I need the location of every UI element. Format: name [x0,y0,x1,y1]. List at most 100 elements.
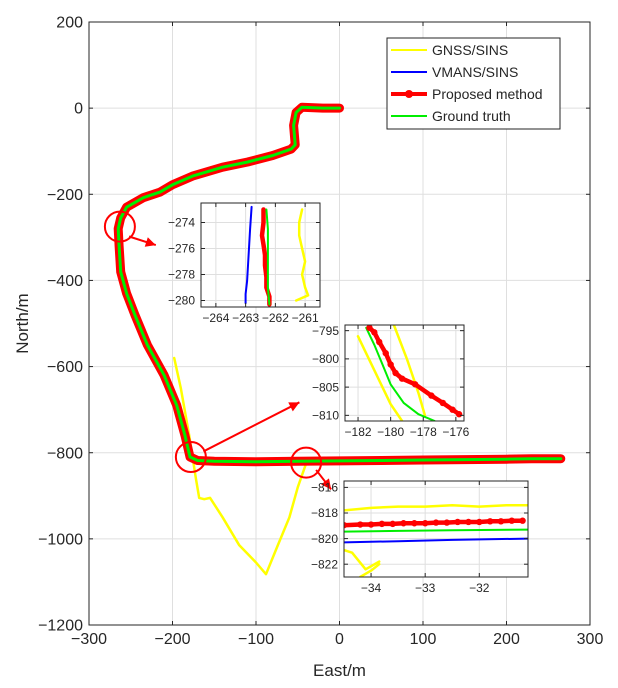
series-point-proposed-method [497,518,505,525]
y-tick-label: −1000 [38,531,83,548]
series-point-proposed-method [449,406,456,413]
series-line-vmans-sins [344,537,528,544]
y-tick-label: −278 [168,268,195,282]
plot-background [201,203,320,307]
series-point-proposed-method [519,517,526,524]
y-tick-label: −800 [47,445,83,462]
x-tick-label: 0 [335,631,344,648]
series-point-proposed-method [371,329,378,336]
y-tick-label: −800 [312,352,339,366]
legend-label-ground-truth: Ground truth [432,108,511,124]
series-line-ground-truth [116,105,563,464]
series-line-gnss-sins [356,335,404,421]
plot-area [356,325,463,421]
main-plot: −300 −200 −100 0 100 200 3002000−200−400−600−8… [13,15,603,680]
series-point-proposed-method [454,518,461,526]
y-axis-label: North/m [13,293,32,353]
x-tick-label: −300 [71,631,107,648]
series-point-proposed-method [357,521,364,528]
series-point-proposed-method [486,518,494,525]
x-tick-label: −263 [232,311,259,325]
highlight-circle [290,446,323,479]
y-tick-label: −810 [312,409,339,423]
highlight-circle [174,441,207,474]
y-tick-label: −805 [312,380,339,394]
x-tick-label: −176 [442,425,469,439]
series-point-proposed-method [387,361,394,368]
y-tick-label: −818 [311,506,338,520]
series-line-gnss-sins [344,504,528,512]
x-tick-label: −100 [238,631,274,648]
x-tick-label: −182 [345,425,372,439]
x-tick-label: −32 [469,581,490,595]
axes-frame [344,324,465,422]
series-point-proposed-method [476,518,483,526]
series-point-proposed-method [389,520,396,528]
x-tick-label: −34 [361,581,382,595]
plot-area [344,504,528,577]
x-tick-label: 100 [410,631,437,648]
x-tick-label: 200 [493,631,520,648]
y-tick-label: −200 [47,187,83,204]
x-tick-label: 300 [577,631,604,648]
legend-label-vmans-sins: VMANS/SINS [432,64,518,80]
y-tick-label: −822 [311,557,338,571]
legend-label-gnss-sins: GNSS/SINS [432,42,508,58]
callout-arrow [202,401,300,453]
y-tick-label: 200 [56,15,83,32]
series-point-proposed-method [398,375,406,382]
plot-area [244,205,310,307]
y-tick-label: −820 [311,532,338,546]
series-point-proposed-method [455,411,463,418]
x-axis-label: East/m [313,661,366,680]
x-tick-label: −178 [410,425,437,439]
axes-frame [343,480,529,578]
inset-3: −34 −33 −32 −816 −818 −820 −822 [311,480,529,595]
plot-area [113,102,566,576]
x-tick-label: −180 [377,425,404,439]
series-point-proposed-method [378,520,386,528]
x-tick-label: −33 [415,581,436,595]
y-tick-label: −816 [311,481,338,495]
series-line-ground-truth [344,528,528,533]
x-tick-label: −200 [154,631,190,648]
series-line-gnss-sins [294,208,310,302]
series-point-proposed-method [382,350,389,357]
y-tick-label: −280 [168,294,195,308]
inset-1: −264 −263 −262 −261 −274 −276 −278 −280 [168,202,321,325]
y-tick-label: −600 [47,359,83,376]
series-point-proposed-method [400,520,407,527]
series-point-proposed-method [376,338,383,346]
series-line-vmans-sins [244,205,253,305]
series-point-proposed-method [432,519,440,526]
series-line-ground-truth [365,326,436,421]
y-tick-label: −274 [168,216,195,230]
series-point-proposed-method [367,521,375,528]
x-tick-label: −262 [262,311,289,325]
callout-arrowhead [144,237,156,247]
highlight-circle [103,210,136,243]
axes-frame [200,202,321,308]
y-tick-label: 0 [74,101,83,118]
series-point-proposed-method [421,520,429,527]
series-point-proposed-method [411,381,419,388]
y-tick-label: −276 [168,242,195,256]
x-tick-label: −264 [202,311,229,325]
y-tick-label: −400 [47,273,83,290]
series-point-proposed-method [465,518,472,526]
series-point-proposed-method [366,325,373,332]
series-point-proposed-method [443,519,451,526]
legend-marker-proposed-method [405,90,413,98]
series-point-proposed-method [439,399,447,407]
x-tick-label: −261 [292,311,319,325]
y-tick-label: −795 [312,324,339,338]
series-point-proposed-method [392,369,399,377]
legend: GNSS/SINS VMANS/SINS Proposed method Ground… [386,37,561,130]
series-line-gnss-sins [392,325,427,417]
series-point-proposed-method [508,517,515,524]
legend-box [386,37,561,130]
series-line-gnss-sins [344,548,381,571]
inset-2: −182 −180 −178 −176 −795 −800 −805 −810 [312,324,470,439]
y-tick-label: −1200 [38,618,83,635]
